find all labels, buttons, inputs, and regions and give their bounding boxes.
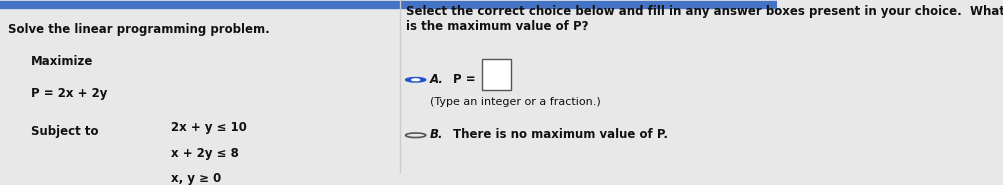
Circle shape <box>405 78 425 82</box>
Text: (Type an integer or a fraction.): (Type an integer or a fraction.) <box>429 97 600 107</box>
Text: Select the correct choice below and fill in any answer boxes present in your cho: Select the correct choice below and fill… <box>405 5 1003 33</box>
Text: P =: P = <box>452 73 475 86</box>
Text: B.: B. <box>429 128 442 141</box>
Text: P = 2x + 2y: P = 2x + 2y <box>31 87 107 100</box>
Circle shape <box>411 79 419 81</box>
Text: x, y ≥ 0: x, y ≥ 0 <box>171 172 221 185</box>
Text: A.: A. <box>429 73 443 86</box>
Text: Maximize: Maximize <box>31 56 93 68</box>
Text: Subject to: Subject to <box>31 125 98 138</box>
Text: Solve the linear programming problem.: Solve the linear programming problem. <box>8 23 269 36</box>
Text: x + 2y ≤ 8: x + 2y ≤ 8 <box>171 147 239 159</box>
Text: 2x + y ≤ 10: 2x + y ≤ 10 <box>171 121 247 134</box>
Text: There is no maximum value of P.: There is no maximum value of P. <box>452 128 667 141</box>
FancyBboxPatch shape <box>481 59 511 90</box>
